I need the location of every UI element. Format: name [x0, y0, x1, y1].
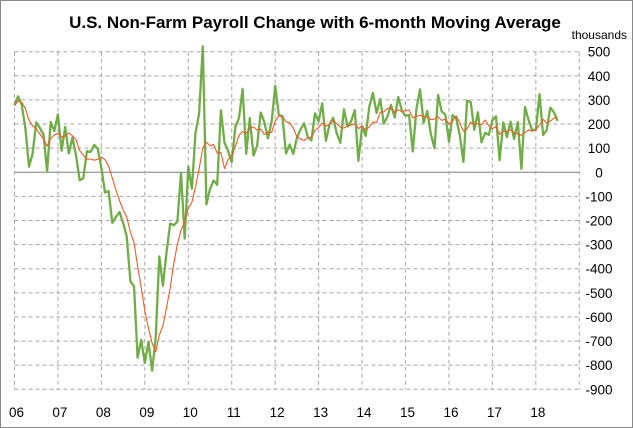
- x-tick-label: 08: [96, 405, 111, 420]
- y-tick-label: -200: [585, 214, 612, 229]
- gridlines: [14, 51, 580, 390]
- y-tick-label: 500: [588, 45, 611, 60]
- x-tick-label: 11: [227, 405, 241, 420]
- x-axis-ticks: 06 07 08 09 10 11 12 13 14 15 16 17 18: [9, 405, 545, 420]
- y-axis-ticks: 500 400 300 200 100 0 -100 -200 -300 -400 -500 -600…: [585, 45, 612, 398]
- y-tick-label: -600: [585, 310, 612, 325]
- x-tick-label: 07: [52, 405, 67, 420]
- x-tick-label: 17: [487, 405, 502, 420]
- x-tick-label: 18: [530, 405, 545, 420]
- y-tick-label: -500: [585, 286, 612, 301]
- y-tick-label: -300: [585, 238, 612, 253]
- x-tick-label: 06: [9, 405, 24, 420]
- y-tick-label: 400: [588, 69, 611, 84]
- y-tick-label: -900: [585, 382, 612, 397]
- x-tick-label: 09: [139, 405, 154, 420]
- x-tick-label: 10: [183, 405, 198, 420]
- moving-average-line: [14, 100, 558, 353]
- monthly-change-line: [13, 45, 559, 372]
- y-tick-label: -100: [585, 189, 612, 204]
- y-tick-label: -800: [585, 358, 612, 373]
- x-tick-label: 12: [270, 405, 285, 420]
- chart-title: U.S. Non-Farm Payroll Change with 6-mont…: [69, 13, 561, 32]
- y-tick-label: 0: [595, 165, 603, 180]
- y-tick-label: 300: [588, 93, 611, 108]
- x-tick-label: 14: [357, 405, 373, 420]
- y-axis-unit-label: thousands: [572, 28, 627, 42]
- x-tick-label: 16: [443, 405, 458, 420]
- y-tick-label: -700: [585, 334, 612, 349]
- y-tick-label: 200: [588, 117, 611, 132]
- x-tick-label: 13: [313, 405, 328, 420]
- y-tick-label: 100: [588, 141, 611, 156]
- x-tick-label: 15: [400, 405, 415, 420]
- y-tick-label: -400: [585, 262, 612, 277]
- series-lines: [13, 45, 559, 372]
